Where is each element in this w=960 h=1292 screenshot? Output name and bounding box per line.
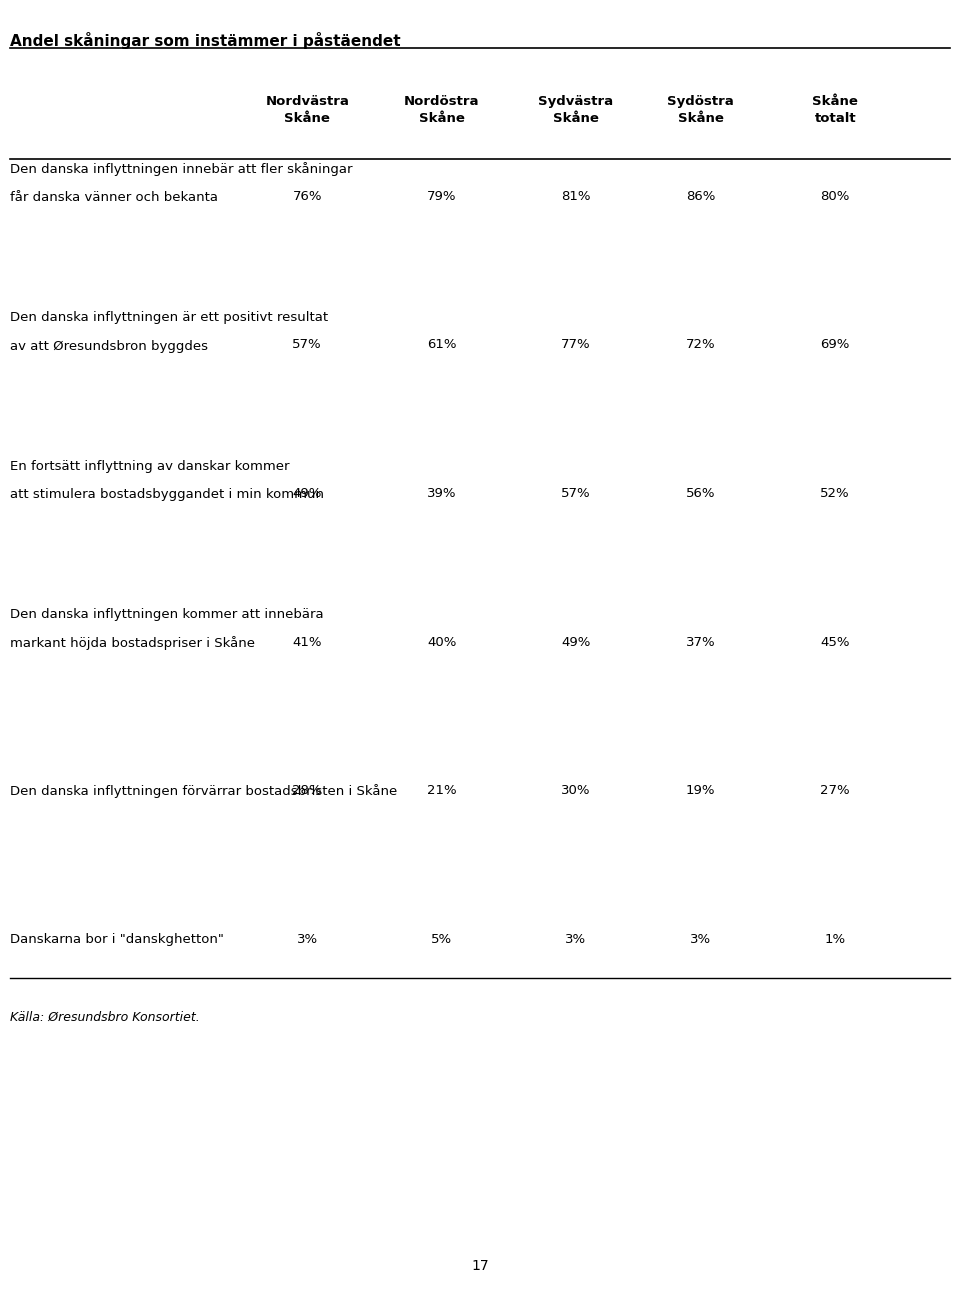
Text: 40%: 40%	[427, 636, 456, 649]
Text: av att Øresundsbron byggdes: av att Øresundsbron byggdes	[10, 340, 207, 353]
Text: Andel skåningar som instämmer i påstäendet: Andel skåningar som instämmer i påstäend…	[10, 32, 400, 49]
Text: 79%: 79%	[427, 190, 456, 203]
Text: 56%: 56%	[686, 487, 715, 500]
Text: 27%: 27%	[821, 784, 850, 797]
Text: 3%: 3%	[690, 933, 711, 946]
Text: 5%: 5%	[431, 933, 452, 946]
Text: 19%: 19%	[686, 784, 715, 797]
Text: Danskarna bor i "danskghetton": Danskarna bor i "danskghetton"	[10, 933, 224, 946]
Text: 72%: 72%	[686, 339, 715, 351]
Text: En fortsätt inflyttning av danskar kommer: En fortsätt inflyttning av danskar komme…	[10, 460, 289, 473]
Text: 80%: 80%	[821, 190, 850, 203]
Text: 61%: 61%	[427, 339, 456, 351]
Text: 49%: 49%	[562, 636, 590, 649]
Text: 81%: 81%	[562, 190, 590, 203]
Text: Skåne
totalt: Skåne totalt	[812, 94, 858, 125]
Text: 57%: 57%	[293, 339, 322, 351]
Text: 77%: 77%	[562, 339, 590, 351]
Text: 76%: 76%	[293, 190, 322, 203]
Text: 49%: 49%	[293, 487, 322, 500]
Text: Nordvästra
Skåne: Nordvästra Skåne	[265, 94, 349, 125]
Text: 21%: 21%	[427, 784, 456, 797]
Text: 37%: 37%	[686, 636, 715, 649]
Text: 41%: 41%	[293, 636, 322, 649]
Text: Den danska inflyttningen innebär att fler skåningar: Den danska inflyttningen innebär att fle…	[10, 163, 352, 176]
Text: 28%: 28%	[293, 784, 322, 797]
Text: Sydvästra
Skåne: Sydvästra Skåne	[539, 94, 613, 125]
Text: Sydöstra
Skåne: Sydöstra Skåne	[667, 94, 734, 125]
Text: 45%: 45%	[821, 636, 850, 649]
Text: 86%: 86%	[686, 190, 715, 203]
Text: 3%: 3%	[565, 933, 587, 946]
Text: att stimulera bostadsbyggandet i min kommun: att stimulera bostadsbyggandet i min kom…	[10, 488, 324, 501]
Text: 17: 17	[471, 1260, 489, 1273]
Text: Källa: Øresundsbro Konsortiet.: Källa: Øresundsbro Konsortiet.	[10, 1010, 200, 1023]
Text: 39%: 39%	[427, 487, 456, 500]
Text: Den danska inflyttningen förvärrar bostadsbristen i Skåne: Den danska inflyttningen förvärrar bosta…	[10, 784, 396, 797]
Text: 30%: 30%	[562, 784, 590, 797]
Text: 1%: 1%	[825, 933, 846, 946]
Text: får danska vänner och bekanta: får danska vänner och bekanta	[10, 191, 218, 204]
Text: Nordöstra
Skåne: Nordöstra Skåne	[404, 94, 479, 125]
Text: 57%: 57%	[562, 487, 590, 500]
Text: Den danska inflyttningen kommer att innebära: Den danska inflyttningen kommer att inne…	[10, 609, 324, 621]
Text: Den danska inflyttningen är ett positivt resultat: Den danska inflyttningen är ett positivt…	[10, 311, 327, 324]
Text: 3%: 3%	[297, 933, 318, 946]
Text: markant höjda bostadspriser i Skåne: markant höjda bostadspriser i Skåne	[10, 637, 254, 650]
Text: 69%: 69%	[821, 339, 850, 351]
Text: 52%: 52%	[821, 487, 850, 500]
